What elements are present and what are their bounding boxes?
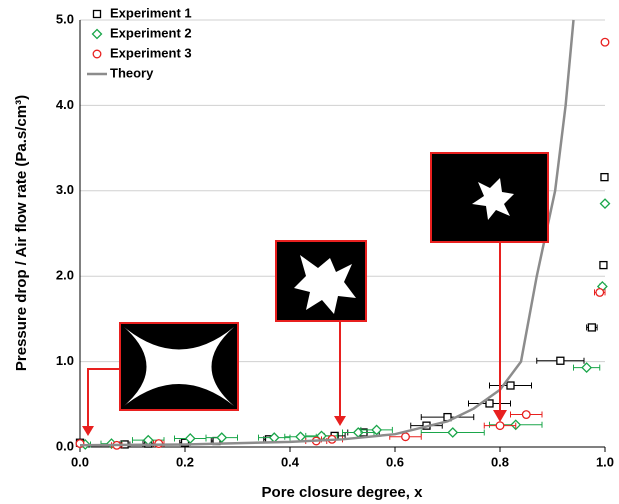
marker <box>588 324 595 331</box>
marker <box>93 30 102 39</box>
y-tick-label: 1.0 <box>56 353 74 368</box>
x-tick-label: 0.0 <box>71 454 89 469</box>
marker <box>522 411 530 419</box>
y-axis-label: Pressure drop / Air flow rate (Pa.s/cm³) <box>13 95 30 371</box>
legend-label: Experiment 1 <box>110 5 192 20</box>
marker <box>600 262 607 269</box>
y-tick-label: 2.0 <box>56 268 74 283</box>
marker <box>372 425 381 434</box>
x-tick-label: 0.6 <box>386 454 404 469</box>
marker <box>601 174 608 181</box>
inset-image <box>276 241 366 426</box>
x-tick-label: 0.2 <box>176 454 194 469</box>
marker <box>448 428 457 437</box>
insets <box>82 153 548 436</box>
inset-image <box>82 323 238 436</box>
y-tick-label: 0.0 <box>56 438 74 453</box>
marker <box>582 363 591 372</box>
legend-label: Experiment 2 <box>110 25 192 40</box>
marker <box>601 38 609 46</box>
marker <box>507 382 514 389</box>
x-tick-label: 0.4 <box>281 454 300 469</box>
x-tick-label: 0.8 <box>491 454 509 469</box>
legend-label: Experiment 3 <box>110 45 192 60</box>
marker <box>296 432 305 441</box>
y-tick-label: 3.0 <box>56 182 74 197</box>
y-tick-label: 4.0 <box>56 97 74 112</box>
marker <box>601 199 610 208</box>
chart: 0.0 1.0 2.0 3.0 4.0 5.0 0.0 0.2 0.4 0.6 0.8 1.0 Expe… <box>0 0 619 504</box>
marker <box>557 357 564 364</box>
x-axis-label: Pore closure degree, x <box>262 484 424 501</box>
marker <box>496 422 504 430</box>
marker <box>486 400 493 407</box>
legend-label: Theory <box>110 65 154 80</box>
marker <box>596 289 604 297</box>
x-tick-label: 1.0 <box>596 454 614 469</box>
marker <box>94 11 101 18</box>
marker <box>402 433 410 441</box>
y-tick-label: 5.0 <box>56 11 74 26</box>
marker <box>93 50 101 58</box>
inset-image <box>431 153 548 422</box>
